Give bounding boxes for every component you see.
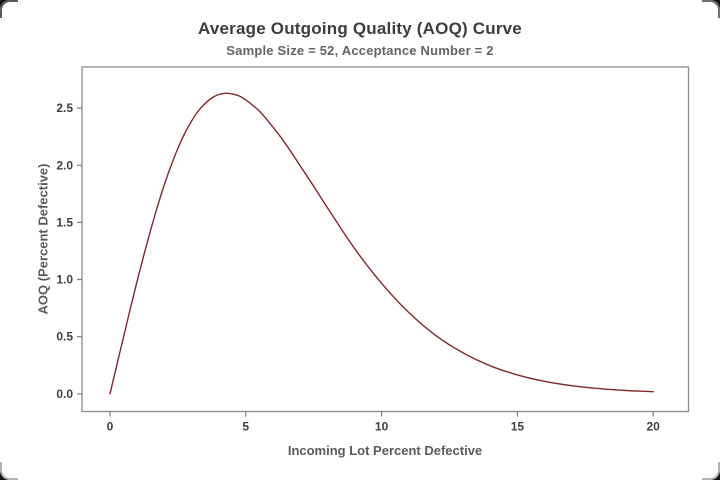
x-tick-label: 0 bbox=[107, 420, 114, 434]
y-tick-label: 0.5 bbox=[56, 330, 73, 344]
y-tick-label: 2.0 bbox=[56, 158, 73, 172]
aoq-curve bbox=[109, 92, 654, 395]
y-tick-label: 1.5 bbox=[56, 215, 73, 229]
chart-title: Average Outgoing Quality (AOQ) Curve bbox=[198, 19, 522, 38]
chart-subtitle: Sample Size = 52, Acceptance Number = 2 bbox=[226, 43, 494, 58]
x-tick-label: 20 bbox=[647, 420, 661, 434]
y-tick-label: 1.0 bbox=[56, 273, 73, 287]
x-tick-label: 10 bbox=[375, 420, 389, 434]
x-tick-label: 5 bbox=[242, 420, 249, 434]
x-axis-label: Incoming Lot Percent Defective bbox=[287, 443, 483, 458]
plot-frame bbox=[81, 66, 690, 413]
y-axis-label: AOQ (Percent Defective) bbox=[35, 163, 51, 315]
y-tick-label: 0.0 bbox=[56, 387, 73, 401]
x-tick-label: 15 bbox=[511, 420, 525, 434]
y-tick-label: 2.5 bbox=[56, 101, 73, 115]
